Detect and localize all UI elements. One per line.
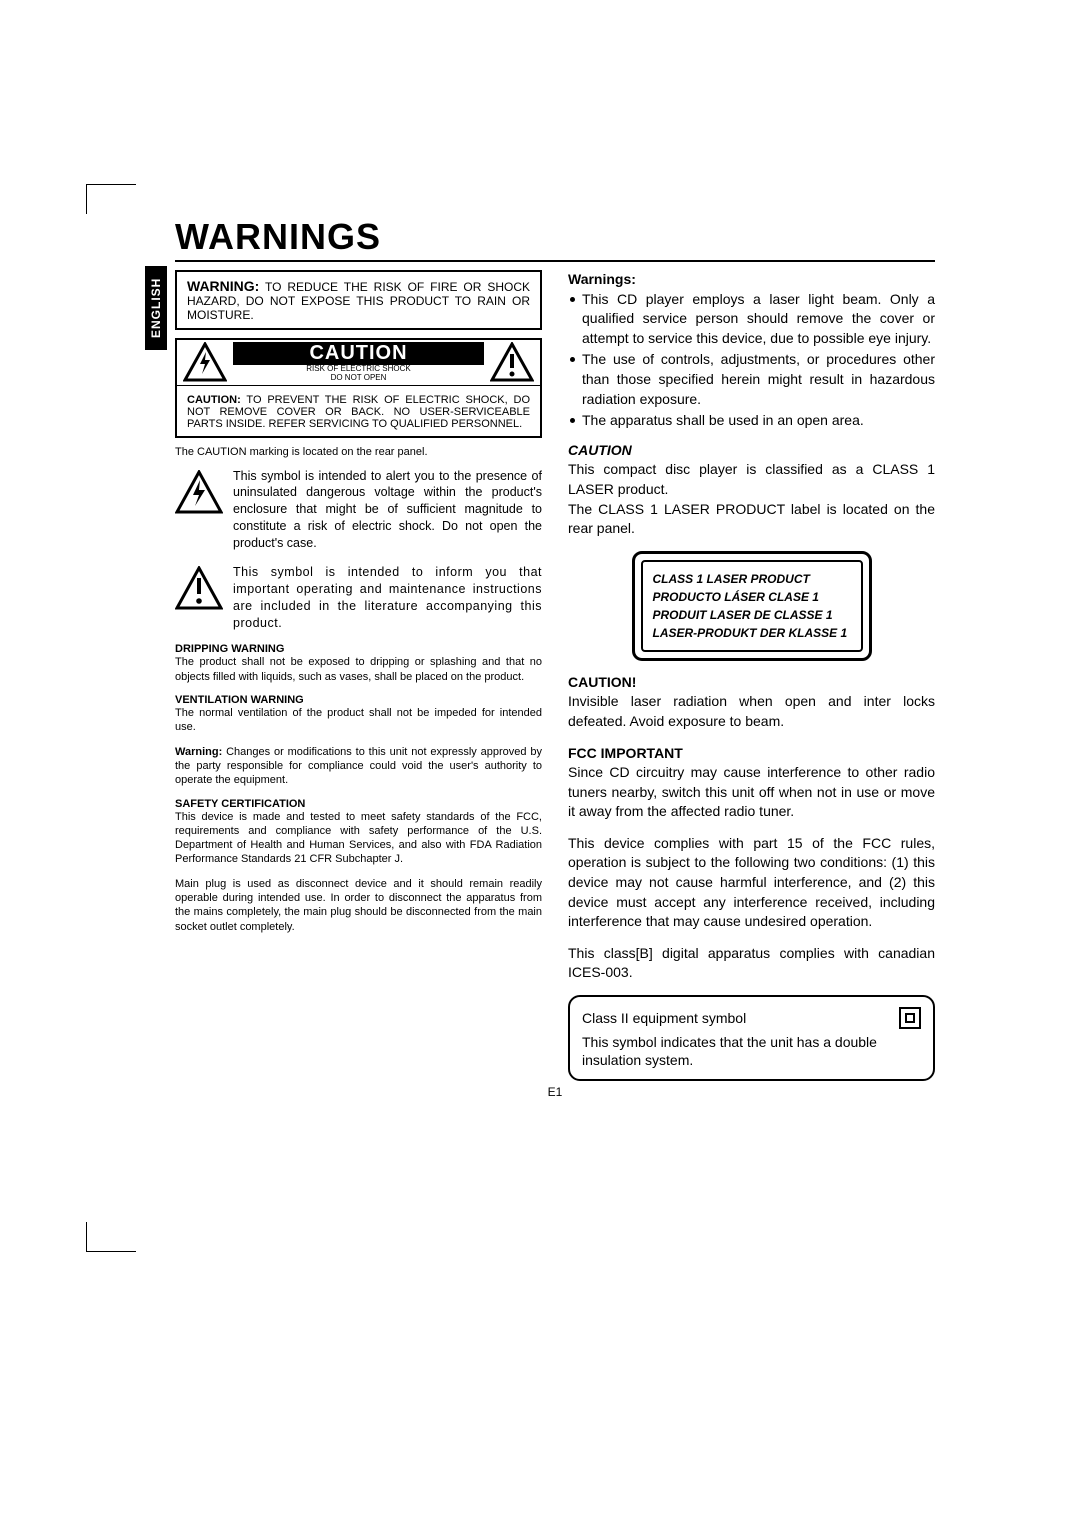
symbol-bolt-text: This symbol is intended to alert you to …: [233, 468, 542, 552]
caution-body-1: This compact disc player is classified a…: [568, 460, 935, 499]
warning-box: WARNING: TO REDUCE THE RISK OF FIRE OR S…: [175, 270, 542, 330]
warning-lead: WARNING:: [187, 278, 259, 294]
mod-body: Changes or modifications to this unit no…: [175, 746, 542, 787]
ventilation-heading: VENTILATION WARNING: [175, 694, 542, 706]
page-content: ENGLISH WARNINGS WARNING: TO REDUCE THE …: [175, 216, 935, 1081]
mod-lead: Warning:: [175, 746, 222, 758]
rear-panel-note: The CAUTION marking is located on the re…: [175, 446, 542, 458]
caution-excl-heading: CAUTION!: [568, 673, 935, 693]
warning-item-2: The use of controls, adjustments, or pro…: [568, 350, 935, 409]
caution-text: CAUTION: TO PREVENT THE RISK OF ELECTRIC…: [177, 390, 540, 436]
language-tab: ENGLISH: [145, 266, 167, 350]
title-rule: [175, 260, 935, 262]
fcc-body: Since CD circuitry may cause interferenc…: [568, 763, 935, 822]
symbol-row-bolt: This symbol is intended to alert you to …: [175, 468, 542, 552]
class2-box: Class II equipment symbol This symbol in…: [568, 995, 935, 1081]
safety-heading: SAFETY CERTIFICATION: [175, 798, 542, 810]
shock-triangle-icon: [175, 468, 223, 552]
caution-plate: CAUTION RISK OF ELECTRIC SHOCK DO NOT OP…: [177, 340, 540, 386]
plug-body: Main plug is used as disconnect device a…: [175, 877, 542, 934]
caution-text-lead: CAUTION:: [187, 394, 241, 406]
exclamation-triangle-icon: [484, 340, 540, 385]
ices-note: This class[B] digital apparatus complies…: [568, 944, 935, 983]
fcc-heading: FCC IMPORTANT: [568, 744, 935, 764]
crop-mark-bl: [86, 1222, 136, 1252]
caution-heading: CAUTION: [568, 441, 935, 461]
warning-item-1: This CD player employs a laser light bea…: [568, 290, 935, 349]
class2-label: Class II equipment symbol: [582, 1009, 746, 1027]
warnings-heading: Warnings:: [568, 270, 935, 290]
laser-line-4: LASER-PRODUKT DER KLASSE 1: [653, 624, 851, 642]
caution-sub2: DO NOT OPEN: [233, 374, 484, 383]
symbol-row-excl: This symbol is intended to inform you th…: [175, 564, 542, 632]
page-number: E1: [175, 1085, 935, 1099]
left-column: WARNING: TO REDUCE THE RISK OF FIRE OR S…: [175, 270, 542, 1081]
laser-line-1: CLASS 1 LASER PRODUCT: [653, 570, 851, 588]
safety-body: This device is made and tested to meet s…: [175, 810, 542, 867]
shock-triangle-icon: [177, 340, 233, 385]
fcc-part15: This device complies with part 15 of the…: [568, 834, 935, 932]
caution-body-2: The CLASS 1 LASER PRODUCT label is locat…: [568, 500, 935, 539]
laser-line-2: PRODUCTO LÁSER CLASE 1: [653, 588, 851, 606]
dripping-heading: DRIPPING WARNING: [175, 643, 542, 655]
laser-label: CLASS 1 LASER PRODUCT PRODUCTO LÁSER CLA…: [632, 551, 872, 661]
caution-word: CAUTION: [233, 342, 484, 365]
class2-body: This symbol indicates that the unit has …: [582, 1033, 921, 1069]
page-title: WARNINGS: [175, 216, 935, 258]
warning-item-3: The apparatus shall be used in an open a…: [568, 411, 935, 431]
caution-excl-body: Invisible laser radiation when open and …: [568, 692, 935, 731]
laser-line-3: PRODUIT LASER DE CLASSE 1: [653, 606, 851, 624]
crop-mark-tl: [86, 184, 136, 214]
symbol-excl-text: This symbol is intended to inform you th…: [233, 564, 542, 632]
exclamation-triangle-icon: [175, 564, 223, 632]
right-column: Warnings: This CD player employs a laser…: [568, 270, 935, 1081]
double-square-icon: [899, 1007, 921, 1029]
modification-warning: Warning: Changes or modifications to thi…: [175, 745, 542, 788]
dripping-body: The product shall not be exposed to drip…: [175, 655, 542, 684]
warnings-list: This CD player employs a laser light bea…: [568, 290, 935, 431]
ventilation-body: The normal ventilation of the product sh…: [175, 706, 542, 735]
